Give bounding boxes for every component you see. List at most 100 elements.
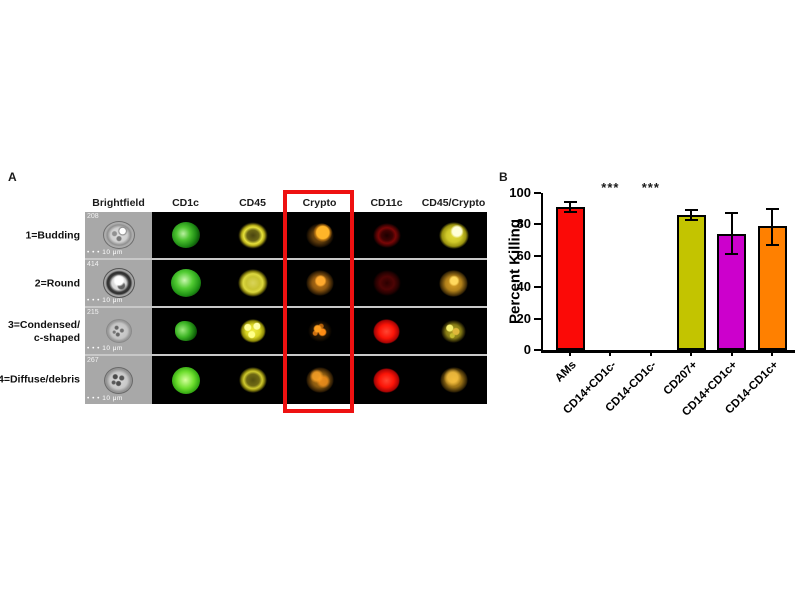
tile-cd11c — [353, 212, 420, 260]
grid-row: 414 • • • 10 μm — [85, 260, 487, 308]
cell-image-myellow1 — [438, 221, 469, 249]
y-axis-line — [540, 193, 543, 353]
significance-stars: *** — [601, 180, 620, 195]
row-label: 1=Budding — [25, 229, 80, 242]
cell-id: 208 — [87, 213, 99, 220]
tile-brightfield: 414 • • • 10 μm — [85, 260, 152, 308]
cell-image-bf2 — [102, 268, 135, 298]
column-header-cd45-crypto: CD45/Crypto — [421, 197, 486, 209]
tile-cd11c — [353, 356, 420, 404]
bar-cd207- — [676, 214, 706, 350]
cell-image-yspeck3 — [239, 319, 266, 343]
y-tick — [534, 192, 541, 194]
cell-image-mspeck3 — [441, 319, 466, 343]
error-bar-cap — [725, 212, 739, 215]
cell-id: 215 — [87, 309, 99, 316]
y-tick-label: 20 — [516, 310, 531, 326]
row-labels: 1=Budding 2=Round 3=Condensed/c-shaped 4=Di… — [0, 212, 82, 404]
column-header-cd45: CD45 — [239, 197, 266, 209]
x-tick — [730, 351, 733, 356]
y-tick — [534, 317, 541, 320]
cell-image-yring4 — [238, 367, 267, 393]
x-tick — [690, 351, 693, 356]
cell-image-dred2 — [372, 270, 401, 296]
cell-image-green4 — [171, 366, 200, 394]
cell-image-green2 — [170, 269, 201, 297]
cell-image-bf1 — [102, 221, 135, 249]
tile-cd45 — [219, 212, 286, 260]
x-axis-line — [540, 350, 795, 353]
x-category-label: AMs — [552, 359, 579, 385]
scale-bar: • • • 10 μm — [87, 395, 123, 402]
cell-image-rsolid — [373, 318, 400, 344]
x-tick — [771, 351, 773, 356]
cell-image-bf3 — [105, 319, 132, 343]
x-tick — [609, 351, 612, 356]
tile-brightfield: 215 • • • 10 μm — [85, 308, 152, 356]
tile-crypto — [286, 356, 353, 404]
error-bar-cap — [684, 218, 698, 221]
column-header-brightfield: Brightfield — [92, 197, 145, 209]
tile-cd1c — [152, 212, 219, 260]
tile-cd11c — [353, 308, 420, 356]
error-bar-line — [771, 208, 773, 245]
panel-b-label: B — [499, 170, 508, 184]
error-bar-cap — [765, 243, 779, 246]
error-bar-cap — [563, 210, 577, 213]
cell-image-yring1 — [237, 221, 268, 249]
cell-image-yfill2 — [237, 269, 268, 297]
cell-id: 414 — [87, 261, 99, 268]
column-header-cd1c: CD1c — [172, 197, 199, 209]
tile-crypto — [286, 212, 353, 260]
tile-cd1c — [152, 308, 219, 356]
crypto-highlight-box — [283, 190, 354, 413]
tile-cd45-crypto — [420, 260, 487, 308]
cell-image-rsolid — [373, 367, 400, 393]
error-bar-line — [690, 210, 693, 220]
column-header-crypto: Crypto — [302, 197, 337, 209]
error-bar-cap — [765, 207, 779, 210]
tile-brightfield: 208 • • • 10 μm — [85, 212, 152, 260]
tile-cd1c — [152, 356, 219, 404]
cell-image-green3 — [174, 321, 197, 341]
grid-row: 215 • • • 10 μm — [85, 308, 487, 356]
y-tick — [534, 286, 541, 289]
cell-image-green1 — [171, 222, 200, 248]
tile-crypto — [286, 308, 353, 356]
column-headers: Brightfield CD1c CD45 Crypto CD11c CD45/Crypt… — [85, 196, 487, 212]
y-tick — [534, 254, 541, 257]
x-tick — [649, 351, 652, 356]
error-bar-cap — [563, 201, 577, 204]
tile-brightfield: 267 • • • 10 μm — [85, 356, 152, 404]
error-bar-line — [730, 213, 733, 255]
grid-row: 267 • • • 10 μm — [85, 356, 487, 404]
significance-stars: *** — [641, 180, 660, 195]
scale-bar: • • • 10 μm — [87, 249, 123, 256]
scale-bar: • • • 10 μm — [87, 297, 123, 304]
tile-cd45 — [219, 260, 286, 308]
y-tick-label: 40 — [516, 279, 531, 295]
cell-id: 267 — [87, 357, 99, 364]
tile-cd45-crypto — [420, 212, 487, 260]
error-bar-cap — [725, 253, 739, 256]
microscopy-grid: 208 • • • 10 μm 414 • • • 10 μm 215 • • • 10 … — [85, 212, 487, 404]
cell-image-obud1 — [305, 222, 334, 248]
cell-image-oround2 — [305, 270, 334, 296]
cell-image-dred1 — [372, 222, 401, 248]
row-label: 2=Round — [34, 277, 80, 290]
cell-image-bf4 — [104, 366, 133, 394]
tile-cd45 — [219, 356, 286, 404]
grid-row: 208 • • • 10 μm — [85, 212, 487, 260]
row-label: 3=Condensed/c-shaped — [7, 319, 80, 344]
cell-image-mdiff4 — [439, 367, 468, 393]
tile-cd45 — [219, 308, 286, 356]
y-tick — [534, 349, 541, 351]
y-tick-label: 0 — [523, 342, 531, 357]
panel-a-label: A — [8, 170, 17, 184]
cell-image-morange2 — [439, 269, 468, 297]
cell-image-ospeck3 — [307, 320, 332, 342]
row-label: 4=Diffuse/debris — [0, 373, 80, 386]
y-tick-label: 60 — [516, 247, 531, 263]
error-bar-cap — [684, 209, 698, 212]
